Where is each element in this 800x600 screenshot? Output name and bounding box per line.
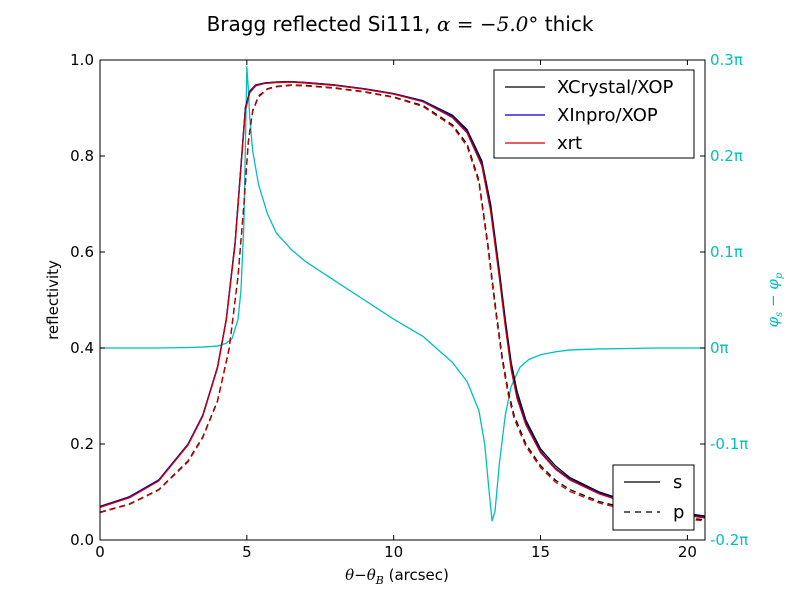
legend-series-label: XCrystal/XOP: [557, 77, 674, 98]
legend-series: XCrystal/XOP XInpro/XOP xrt: [493, 69, 695, 159]
y-tick-label: 1.0: [70, 51, 94, 69]
chart-title: Bragg reflected Si111, α = −5.0° thick: [207, 12, 594, 36]
y2-tick-label: -0.1π: [710, 435, 748, 453]
series-line-xcrystal-xop-p: [100, 84, 705, 521]
x-tick-label: 20: [678, 543, 697, 561]
legend-series-label: XInpro/XOP: [557, 105, 658, 126]
y2-axis-label-phi: φ: [764, 316, 782, 327]
legend-polarization-box: [612, 464, 695, 531]
legend-polarization-label: p: [673, 502, 684, 523]
series-line-phase: [100, 66, 705, 522]
x-axis-ticks: 0 5 10 15 20: [95, 60, 697, 561]
y-tick-label: 0.4: [70, 339, 94, 357]
x-axis-label: θ−θB (arcsec): [345, 566, 449, 587]
x-axis-label-sub: B: [375, 574, 384, 587]
y2-tick-label: 0π: [710, 339, 729, 357]
y-tick-label: 0.8: [70, 147, 94, 165]
y-axis-label: reflectivity: [44, 260, 62, 340]
plot-area: [100, 66, 705, 522]
legend-polarization-label: s: [673, 472, 682, 493]
series-line-xrt-s: [100, 81, 705, 519]
chart-title-suffix: thick: [538, 12, 593, 36]
y2-tick-label: 0.3π: [710, 51, 743, 69]
axes-frame: [99, 59, 706, 541]
y2-axis-label-sub2: p: [774, 272, 785, 279]
chart-title-text: Bragg reflected Si111,: [207, 12, 437, 36]
y2-tick-label: 0.2π: [710, 147, 743, 165]
chart-title-math: α = −5.0°: [437, 12, 539, 36]
x-tick-label: 0: [95, 543, 105, 561]
x-tick-label: 5: [242, 543, 252, 561]
legend-polarization: s p: [612, 464, 695, 531]
series-line-xrt-p: [100, 84, 705, 522]
y2-tick-label: -0.2π: [710, 531, 748, 549]
y2-tick-label: 0.1π: [710, 243, 743, 261]
y2-axis-label-mid: − φ: [764, 279, 782, 312]
x-tick-label: 15: [531, 543, 550, 561]
x-axis-label-math: θ−θ: [345, 566, 376, 584]
y2-axis-ticks: -0.2π -0.1π 0π 0.1π 0.2π 0.3π: [700, 51, 748, 549]
x-axis-label-text: (arcsec): [384, 566, 449, 584]
y2-axis-label-sub1: s: [774, 312, 785, 317]
legend-series-label: xrt: [557, 133, 582, 154]
y-axis-ticks: 0.0 0.2 0.4 0.6 0.8 1.0: [70, 51, 105, 549]
y-tick-label: 0.2: [70, 435, 94, 453]
y-tick-label: 0.6: [70, 243, 94, 261]
x-tick-label: 10: [384, 543, 403, 561]
y-tick-label: 0.0: [70, 531, 94, 549]
y2-axis-label: φs − φp: [764, 272, 785, 327]
series-group: [100, 66, 705, 522]
